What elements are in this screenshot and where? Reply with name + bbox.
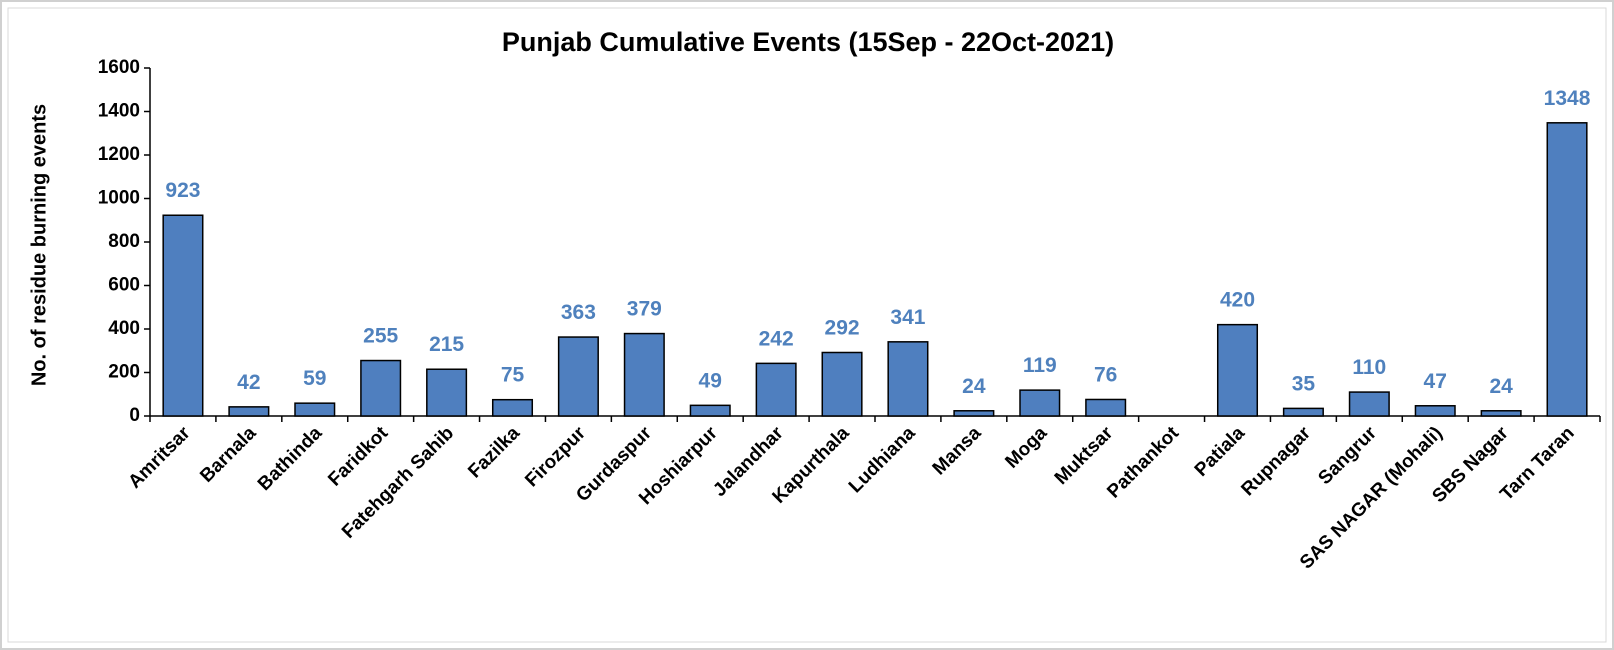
data-label: 363 [561,301,596,324]
data-label: 215 [429,333,464,356]
bar [491,398,534,417]
data-label: 110 [1352,356,1386,379]
y-tick-label: 1400 [98,101,140,122]
y-tick-label: 0 [129,405,140,426]
bar [162,214,204,417]
plot-frame [7,7,1607,643]
data-label: 49 [699,369,722,392]
data-label: 24 [962,375,986,398]
data-label: 42 [237,371,260,394]
data-label: 119 [1023,354,1057,377]
bar [1019,389,1061,417]
bar [360,359,402,417]
y-tick-label: 200 [108,362,140,383]
data-label: 420 [1220,289,1255,312]
y-tick-label: 800 [108,231,140,252]
bar [1480,410,1522,417]
bar [228,406,270,417]
bar [1348,391,1390,417]
y-tick-label: 1600 [98,57,140,78]
bar [1085,398,1127,417]
bar [953,410,995,417]
data-label: 379 [627,298,662,321]
y-tick-label: 400 [108,318,140,339]
bar [689,404,731,417]
bar [821,351,863,417]
data-label: 35 [1292,372,1316,395]
data-label: 292 [825,316,860,339]
y-tick-label: 1200 [98,144,140,165]
bar [755,362,797,417]
y-axis-title: No. of residue burning events [28,104,50,386]
data-label: 255 [363,325,398,348]
y-tick-label: 600 [108,275,140,296]
bar [1414,405,1456,417]
data-label: 242 [759,327,794,350]
bar [887,341,929,417]
bar [426,368,468,417]
bar [294,402,336,417]
bar [623,332,665,417]
data-label: 76 [1094,363,1117,386]
data-label: 1348 [1544,87,1591,110]
data-label: 341 [890,306,925,329]
y-tick-label: 1000 [98,188,140,209]
bar [1216,323,1259,417]
chart-title: Punjab Cumulative Events (15Sep - 22Oct-… [502,27,1114,57]
bar [1546,122,1588,417]
bar [1282,407,1324,417]
data-label: 47 [1424,370,1447,393]
data-label: 24 [1489,375,1513,398]
bar [557,336,599,417]
data-label: 923 [165,179,200,202]
data-label: 75 [501,364,525,387]
data-label: 59 [303,367,326,390]
